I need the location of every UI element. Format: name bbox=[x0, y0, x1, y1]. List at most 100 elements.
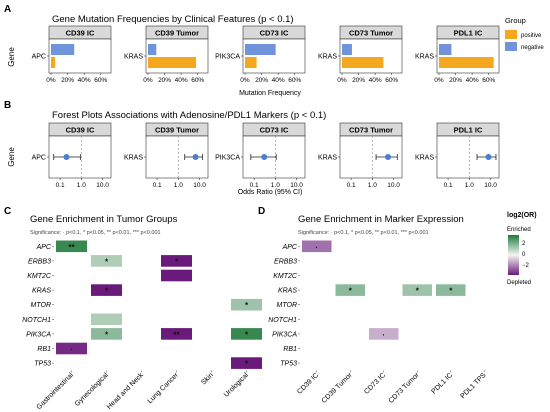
heatmap-cell bbox=[91, 313, 122, 326]
x-tick-label: 20% bbox=[449, 77, 462, 84]
column-label: Urological bbox=[223, 372, 250, 399]
panel-d-legend: log2(OR) Enriched 2 0 −2 Depleted bbox=[507, 212, 537, 286]
legend-top-label: Enriched bbox=[507, 227, 531, 233]
column-label: Head and Neck bbox=[106, 372, 145, 411]
bar-positive bbox=[342, 57, 384, 68]
gene-label: KRAS bbox=[318, 54, 337, 61]
gene-label: APC bbox=[32, 155, 46, 162]
x-tick-label: 20% bbox=[352, 77, 365, 84]
x-tick-label: 20% bbox=[61, 77, 74, 84]
gene-label: KRAS bbox=[415, 155, 434, 162]
panel-b-xlabel: Odds Ratio (95% CI) bbox=[238, 189, 303, 196]
panel-b: B Forest Plots Associations with Adenosi… bbox=[4, 100, 500, 196]
gene-label: PIK3CA bbox=[215, 54, 240, 61]
row-label: TP53 bbox=[280, 361, 297, 368]
legend-title: Group bbox=[505, 16, 526, 25]
x-tick-label: 10.0 bbox=[290, 182, 303, 189]
bar-negative bbox=[51, 44, 75, 55]
significance-label: * bbox=[175, 257, 179, 266]
odds-ratio-point bbox=[385, 154, 392, 160]
row-label: ERBB3 bbox=[274, 258, 297, 265]
panel-a-ylabel: Gene bbox=[7, 47, 16, 67]
significance-label: * bbox=[349, 287, 353, 296]
odds-ratio-point bbox=[485, 154, 492, 160]
panel-b-letter: B bbox=[4, 100, 11, 111]
legend-title: log2(OR) bbox=[507, 212, 537, 219]
bar-negative bbox=[342, 44, 352, 55]
x-tick-label: 0% bbox=[337, 77, 347, 84]
x-tick-label: 0% bbox=[143, 77, 153, 84]
x-tick-label: 40% bbox=[369, 77, 382, 84]
heatmap-cell bbox=[161, 269, 192, 282]
significance-label: ** bbox=[173, 330, 180, 339]
x-tick-label: 10.0 bbox=[387, 182, 400, 189]
column-label: CD39 Tumor bbox=[321, 371, 354, 404]
odds-ratio-point bbox=[63, 154, 70, 160]
bar-positive bbox=[51, 57, 56, 68]
heatmap-cell bbox=[161, 255, 192, 267]
facet-label: CD73 Tumor bbox=[349, 29, 393, 38]
row-label: RB1 bbox=[283, 346, 297, 353]
column-label: Lung Cancer bbox=[147, 371, 181, 405]
panel-c-title: Gene Enrichment in Tumor Groups bbox=[30, 214, 178, 225]
x-tick-label: 1.0 bbox=[271, 182, 280, 189]
row-label: RB1 bbox=[37, 346, 51, 353]
heatmap-cell bbox=[161, 328, 192, 340]
panel-c: C Gene Enrichment in Tumor Groups Signif… bbox=[4, 206, 262, 411]
column-label: CD39 IC bbox=[296, 372, 320, 396]
panel-a-title: Gene Mutation Frequencies by Clinical Fe… bbox=[52, 14, 294, 25]
panel-b-title: Forest Plots Associations with Adenosine… bbox=[52, 110, 326, 121]
row-label: APC bbox=[282, 244, 298, 251]
heatmap-cell bbox=[402, 284, 432, 296]
panel-a-legend: Group positive negative bbox=[505, 16, 544, 51]
significance-label: · bbox=[315, 243, 318, 252]
x-tick-label: 1.0 bbox=[77, 182, 86, 189]
heatmap-cell bbox=[231, 328, 262, 340]
panel-b-facets: CD39 IC APC 0.1 1.0 10.0 CD39 Tumor KRAS 0.1 1.0… bbox=[32, 122, 500, 189]
row-label: MTOR bbox=[31, 302, 51, 309]
x-tick-label: 0.1 bbox=[444, 182, 453, 189]
column-label: Skin bbox=[200, 372, 215, 387]
panel-c-subtitle: Significance: · p<0.1, * p<0.05, ** p<0.… bbox=[30, 230, 161, 236]
facet-label: CD39 IC bbox=[66, 126, 95, 135]
bar-negative bbox=[245, 44, 276, 55]
heatmap-cell bbox=[369, 328, 399, 340]
x-tick-label: 40% bbox=[78, 77, 91, 84]
gene-label: APC bbox=[32, 54, 46, 61]
bar-positive bbox=[245, 57, 257, 68]
heatmap-cell bbox=[91, 284, 122, 296]
x-tick-label: 40% bbox=[466, 77, 479, 84]
x-tick-label: 60% bbox=[191, 77, 204, 84]
x-tick-label: 1.0 bbox=[465, 182, 474, 189]
x-tick-label: 10.0 bbox=[484, 182, 497, 189]
x-tick-label: 60% bbox=[288, 77, 301, 84]
significance-label: * bbox=[245, 330, 249, 339]
gene-label: KRAS bbox=[318, 155, 337, 162]
significance-label: · bbox=[70, 345, 73, 354]
x-tick-label: 1.0 bbox=[368, 182, 377, 189]
facet-label: CD39 Tumor bbox=[155, 29, 199, 38]
legend-tick: −2 bbox=[522, 263, 530, 269]
row-label: NOTCH1 bbox=[268, 317, 297, 324]
column-label: PDL1 TPS bbox=[459, 372, 487, 400]
row-label: KMT2C bbox=[27, 273, 52, 280]
panel-d: D Gene Enrichment in Marker Expression S… bbox=[258, 206, 537, 405]
legend-tick: 2 bbox=[522, 241, 526, 247]
x-tick-label: 0.1 bbox=[56, 182, 65, 189]
facet-label: CD39 IC bbox=[66, 29, 95, 38]
panel-d-title: Gene Enrichment in Marker Expression bbox=[298, 214, 464, 225]
significance-label: * bbox=[416, 287, 420, 296]
bar-positive bbox=[148, 57, 197, 68]
x-tick-label: 0% bbox=[46, 77, 56, 84]
legend-label-positive: positive bbox=[521, 33, 542, 39]
facet-label: CD73 Tumor bbox=[349, 126, 393, 135]
legend-tick: 0 bbox=[522, 252, 526, 258]
panel-a-letter: A bbox=[4, 4, 11, 15]
legend-swatch-positive bbox=[505, 30, 517, 39]
heatmap-cell bbox=[436, 284, 466, 296]
facet-label: PDL1 IC bbox=[454, 29, 483, 38]
row-label: KRAS bbox=[278, 288, 297, 295]
panel-a: A Gene Mutation Frequencies by Clinical … bbox=[4, 4, 544, 97]
row-label: APC bbox=[36, 244, 52, 251]
